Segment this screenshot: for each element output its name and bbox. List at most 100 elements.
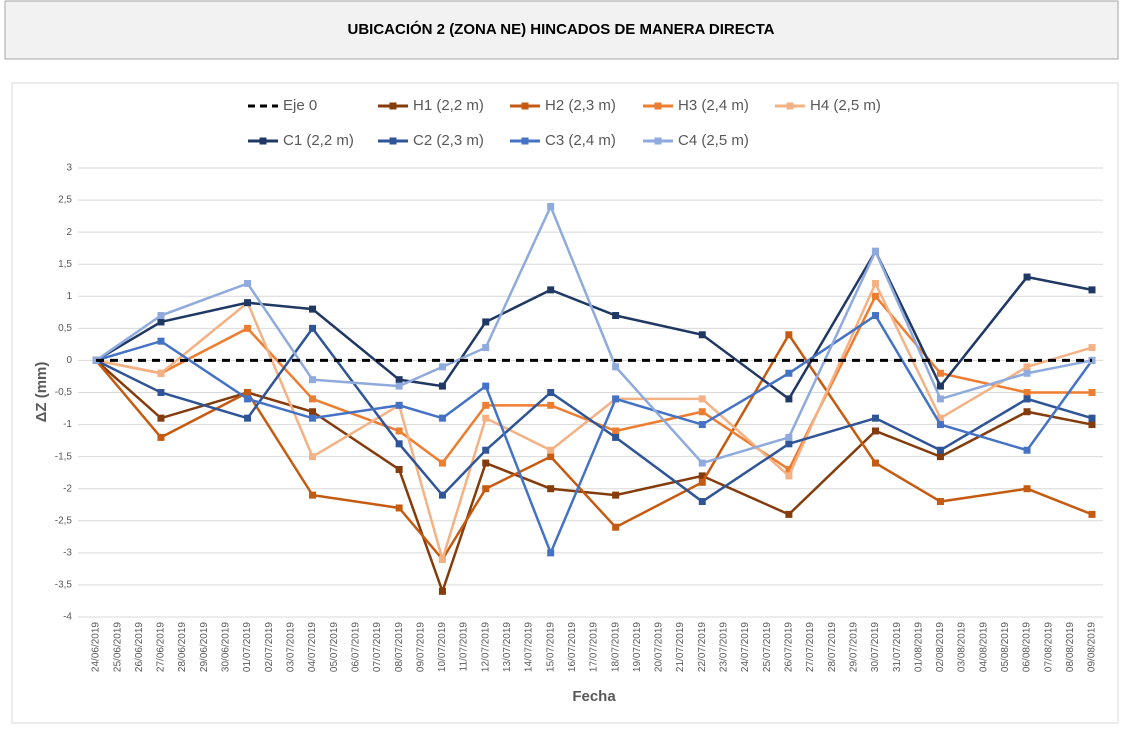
x-tick-label: 16/07/2019: [567, 622, 578, 672]
legend-marker: [654, 137, 662, 145]
legend-label: C1 (2,2 m): [283, 132, 354, 149]
x-tick-label: 08/08/2019: [1065, 622, 1076, 672]
legend-label: H4 (2,5 m): [810, 97, 881, 114]
y-tick-label: 1: [66, 291, 72, 302]
legend-marker: [654, 102, 662, 110]
point: [936, 382, 944, 390]
x-tick-label: 15/07/2019: [545, 622, 556, 672]
x-tick-label: 07/08/2019: [1043, 622, 1054, 672]
point: [1023, 389, 1031, 396]
x-tick-label: 27/07/2019: [805, 622, 816, 672]
point: [157, 312, 165, 320]
x-tick-label: 03/07/2019: [286, 622, 297, 672]
point: [785, 465, 793, 473]
legend-label: C2 (2,3 m): [413, 132, 484, 149]
point: [612, 523, 620, 531]
x-tick-label: 17/07/2019: [589, 622, 600, 672]
point: [1023, 446, 1031, 454]
point: [309, 305, 317, 313]
point: [157, 369, 165, 377]
legend-label: C3 (2,4 m): [545, 132, 616, 149]
point: [395, 440, 403, 448]
point: [309, 324, 317, 332]
y-axis-title: ΔZ (mm): [33, 362, 50, 423]
point: [612, 491, 620, 499]
point: [244, 395, 252, 403]
point: [482, 344, 490, 352]
point: [395, 465, 403, 473]
x-tick-label: 01/08/2019: [913, 622, 924, 672]
point: [547, 549, 555, 557]
x-tick-label: 03/08/2019: [957, 622, 968, 672]
y-tick-label: 2,5: [58, 195, 72, 206]
x-tick-label: 05/08/2019: [1000, 622, 1011, 672]
point: [612, 433, 620, 441]
point: [395, 504, 403, 512]
point: [157, 389, 165, 396]
y-tick-label: -1: [63, 419, 72, 430]
point: [1088, 510, 1096, 518]
y-tick-label: 0: [66, 355, 72, 366]
point: [547, 446, 555, 454]
point: [547, 485, 555, 493]
point: [547, 202, 555, 210]
point: [936, 446, 944, 454]
x-tick-label: 28/07/2019: [827, 622, 838, 672]
legend-marker: [389, 137, 397, 145]
point: [157, 433, 165, 441]
x-tick-label: 13/07/2019: [502, 622, 513, 672]
point: [785, 331, 793, 339]
x-tick-label: 30/07/2019: [870, 622, 881, 672]
point: [157, 318, 165, 326]
point: [309, 408, 317, 416]
x-tick-label: 19/07/2019: [632, 622, 643, 672]
x-tick-label: 29/06/2019: [199, 622, 210, 672]
point: [871, 459, 879, 467]
point: [698, 395, 706, 403]
y-tick-label: 1,5: [58, 259, 72, 270]
point: [1088, 344, 1096, 352]
point: [438, 459, 446, 467]
y-tick-label: 2: [66, 227, 72, 238]
y-tick-label: -3: [63, 547, 72, 558]
x-axis-title: Fecha: [572, 688, 616, 705]
x-tick-label: 26/07/2019: [784, 622, 795, 672]
x-tick-label: 06/07/2019: [350, 622, 361, 672]
point: [244, 389, 252, 396]
point: [438, 555, 446, 563]
point: [395, 401, 403, 409]
x-tick-label: 25/07/2019: [762, 622, 773, 672]
point: [1088, 421, 1096, 429]
point: [936, 395, 944, 403]
point: [244, 299, 252, 307]
point: [395, 382, 403, 390]
point: [547, 453, 555, 461]
point: [871, 292, 879, 300]
point: [785, 395, 793, 403]
point: [698, 459, 706, 467]
y-tick-label: -4: [63, 612, 72, 623]
point: [547, 389, 555, 396]
point: [936, 421, 944, 429]
point: [612, 395, 620, 403]
point: [482, 382, 490, 390]
title-box: [4, 0, 1119, 60]
point: [547, 286, 555, 294]
point: [482, 485, 490, 493]
point: [438, 414, 446, 422]
x-tick-label: 31/07/2019: [892, 622, 903, 672]
point: [395, 427, 403, 435]
legend-marker: [259, 137, 267, 145]
x-tick-label: 08/07/2019: [394, 622, 405, 672]
y-tick-label: 0,5: [58, 323, 72, 334]
y-tick-label: 3: [66, 163, 72, 174]
x-tick-label: 25/06/2019: [112, 622, 123, 672]
legend-label: C4 (2,5 m): [678, 132, 749, 149]
point: [785, 472, 793, 480]
point: [698, 472, 706, 480]
legend-marker: [521, 102, 529, 110]
point: [698, 498, 706, 506]
x-tick-label: 29/07/2019: [848, 622, 859, 672]
x-tick-label: 24/06/2019: [91, 622, 102, 672]
